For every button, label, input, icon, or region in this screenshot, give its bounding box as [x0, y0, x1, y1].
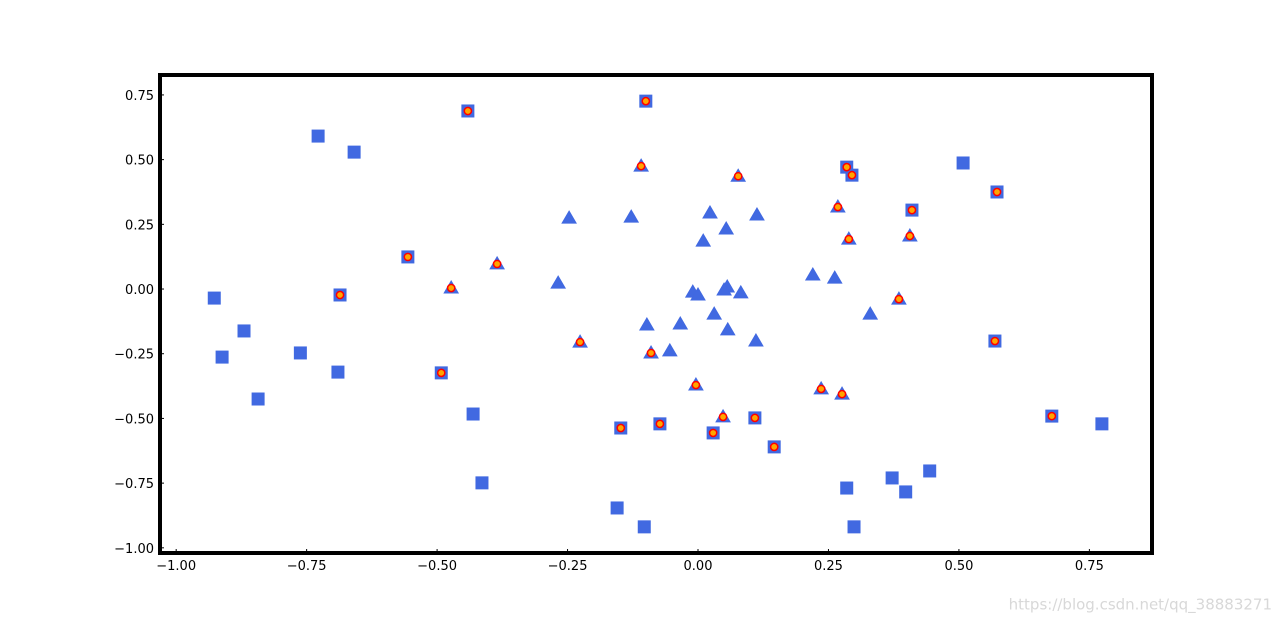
circle-point	[708, 428, 718, 438]
circle-point	[691, 380, 701, 390]
x-tick-label: 0.75	[1075, 559, 1104, 574]
circle-point	[1047, 411, 1057, 421]
triangle-point	[702, 204, 718, 219]
triangle-point	[695, 233, 712, 247]
circle-point	[403, 252, 413, 262]
circle-point	[837, 389, 847, 399]
circle-point	[750, 413, 760, 423]
square-point	[207, 291, 221, 305]
circle-point	[575, 337, 585, 347]
square-point	[331, 365, 345, 379]
square-point	[311, 129, 325, 143]
x-tick-label: 0.25	[814, 559, 843, 574]
circle-point	[907, 205, 917, 215]
square-point	[293, 346, 307, 360]
triangle-point	[550, 275, 567, 289]
triangle-point	[672, 315, 689, 330]
triangle-point	[561, 210, 577, 224]
triangle-point	[804, 267, 821, 281]
square-point	[1095, 417, 1109, 431]
circle-point	[436, 368, 446, 378]
circle-point	[636, 161, 646, 171]
square-point	[251, 392, 265, 406]
x-tick-label: 0.00	[684, 559, 713, 574]
triangle-point	[719, 321, 736, 336]
circle-point	[842, 162, 852, 172]
circle-point	[641, 96, 651, 106]
circle-point	[616, 423, 626, 433]
triangle-point	[716, 282, 732, 296]
triangle-point	[638, 317, 655, 331]
circle-point	[816, 384, 826, 394]
square-point	[475, 476, 489, 490]
square-point	[923, 464, 937, 478]
triangle-point	[862, 306, 879, 320]
square-point	[840, 481, 854, 495]
triangle-point	[826, 270, 843, 284]
circle-point	[833, 202, 843, 212]
circle-point	[769, 442, 779, 452]
circle-point	[446, 283, 456, 293]
x-tick-label: 0.50	[944, 559, 973, 574]
circle-point	[990, 336, 1000, 346]
y-tick-label: −1.00	[114, 542, 154, 557]
triangle-point	[748, 333, 764, 347]
circle-point	[718, 412, 728, 422]
y-tick-label: −0.25	[114, 348, 154, 363]
square-point	[610, 501, 624, 515]
y-tick-label: −0.75	[114, 477, 154, 492]
x-tick-label: −0.25	[548, 559, 588, 574]
circle-point	[335, 290, 345, 300]
square-point	[637, 520, 651, 534]
square-point	[847, 520, 861, 534]
triangle-point	[661, 342, 678, 357]
circle-point	[733, 171, 743, 181]
circle-point	[894, 294, 904, 304]
square-point	[347, 145, 361, 159]
plot-area	[160, 75, 1152, 553]
y-tick-label: −0.50	[114, 412, 154, 427]
y-tick-label: 0.50	[125, 154, 154, 169]
circle-point	[492, 259, 502, 269]
square-point	[956, 156, 970, 170]
watermark: https://blog.csdn.net/qq_38883271	[1009, 596, 1272, 615]
triangle-point	[718, 220, 735, 235]
triangle-point	[732, 284, 749, 299]
triangle-point	[623, 209, 640, 223]
circle-point	[655, 419, 665, 429]
triangle-point	[749, 207, 765, 221]
x-tick-label: −1.00	[156, 559, 196, 574]
circle-point	[646, 348, 656, 358]
circle-point	[844, 234, 854, 244]
triangle-point	[690, 286, 706, 301]
triangle-point	[706, 306, 723, 320]
square-point	[899, 485, 913, 499]
y-tick-label: 0.75	[125, 89, 154, 104]
circle-point	[463, 106, 473, 116]
square-point	[237, 324, 251, 338]
square-point	[466, 407, 480, 421]
circle-point	[847, 170, 857, 180]
y-tick-label: 0.25	[125, 218, 154, 233]
square-point	[885, 471, 899, 485]
circle-point	[992, 187, 1002, 197]
plot-frame	[158, 73, 1154, 555]
square-point	[215, 350, 229, 364]
x-tick-label: −0.50	[417, 559, 457, 574]
circle-point	[905, 231, 915, 241]
x-tick-label: −0.75	[287, 559, 327, 574]
y-tick-label: 0.00	[125, 283, 154, 298]
